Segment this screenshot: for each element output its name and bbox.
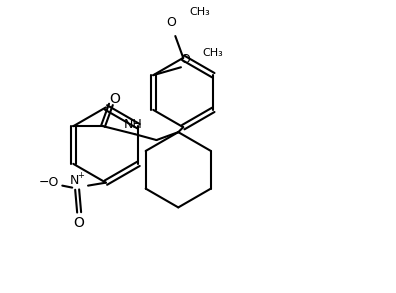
Text: CH₃: CH₃ xyxy=(203,48,223,58)
Text: N: N xyxy=(69,174,79,187)
Text: −O: −O xyxy=(38,176,59,189)
Text: O: O xyxy=(109,93,120,106)
Text: NH: NH xyxy=(123,118,142,131)
Text: +: + xyxy=(77,171,84,180)
Text: O: O xyxy=(166,16,176,29)
Text: O: O xyxy=(180,53,190,66)
Text: O: O xyxy=(74,216,85,230)
Text: CH₃: CH₃ xyxy=(189,7,210,17)
